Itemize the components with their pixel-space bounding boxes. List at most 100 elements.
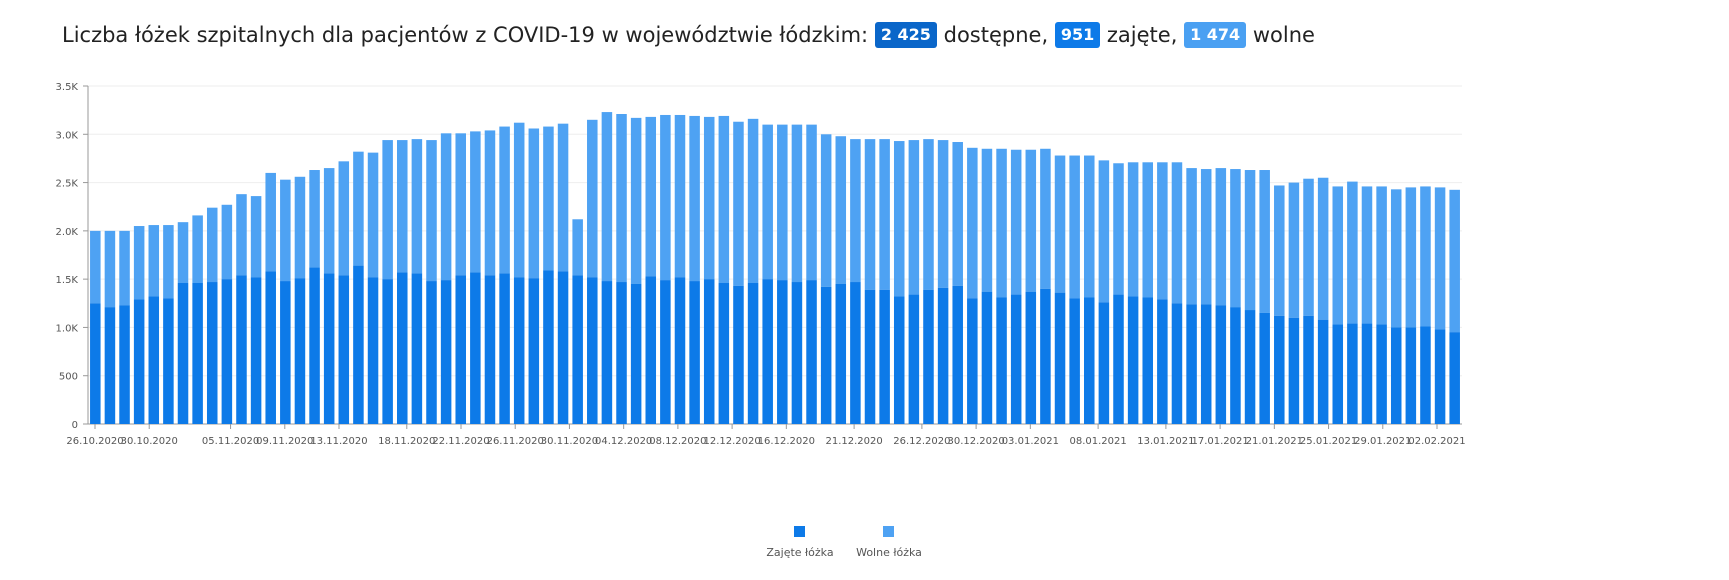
bar-occupied[interactable] bbox=[221, 279, 233, 424]
bar-occupied[interactable] bbox=[236, 275, 247, 424]
bar-free[interactable] bbox=[952, 142, 963, 286]
bar-free[interactable] bbox=[1098, 160, 1110, 303]
bar-free[interactable] bbox=[864, 139, 876, 290]
bar-occupied[interactable] bbox=[1244, 310, 1256, 424]
bar-free[interactable] bbox=[1171, 162, 1183, 304]
bar-occupied[interactable] bbox=[206, 282, 218, 424]
bar-free[interactable] bbox=[703, 116, 715, 280]
bar-occupied[interactable] bbox=[660, 280, 671, 424]
bar-occupied[interactable] bbox=[1274, 315, 1285, 424]
bar-free[interactable] bbox=[1054, 155, 1066, 293]
bar-free[interactable] bbox=[192, 215, 203, 284]
bar-free[interactable] bbox=[908, 140, 920, 295]
bar-occupied[interactable] bbox=[90, 303, 101, 424]
bar-free[interactable] bbox=[513, 122, 525, 278]
bar-occupied[interactable] bbox=[1025, 291, 1037, 424]
bar-occupied[interactable] bbox=[484, 275, 496, 424]
bar-occupied[interactable] bbox=[265, 271, 276, 424]
bar-occupied[interactable] bbox=[338, 275, 350, 424]
bar-free[interactable] bbox=[250, 196, 262, 278]
bar-occupied[interactable] bbox=[864, 289, 876, 424]
bar-free[interactable] bbox=[1157, 162, 1168, 300]
bar-occupied[interactable] bbox=[1259, 312, 1270, 424]
bar-free[interactable] bbox=[133, 226, 145, 300]
bar-occupied[interactable] bbox=[952, 285, 963, 424]
bar-free[interactable] bbox=[718, 115, 730, 284]
bar-occupied[interactable] bbox=[747, 283, 759, 424]
bar-free[interactable] bbox=[1274, 185, 1285, 316]
bar-occupied[interactable] bbox=[133, 299, 145, 424]
legend-swatch-free[interactable] bbox=[883, 526, 894, 537]
bar-free[interactable] bbox=[937, 140, 949, 288]
bar-free[interactable] bbox=[1010, 149, 1022, 295]
bar-free[interactable] bbox=[557, 123, 569, 272]
bar-free[interactable] bbox=[967, 147, 978, 299]
bar-occupied[interactable] bbox=[777, 280, 788, 424]
bar-free[interactable] bbox=[309, 170, 320, 268]
legend-label-occupied[interactable]: Zajęte łóżka bbox=[766, 546, 833, 559]
bar-occupied[interactable] bbox=[148, 296, 160, 424]
bar-occupied[interactable] bbox=[587, 277, 598, 424]
bar-free[interactable] bbox=[411, 139, 423, 274]
bar-occupied[interactable] bbox=[1157, 299, 1168, 424]
bar-occupied[interactable] bbox=[440, 280, 452, 424]
bar-occupied[interactable] bbox=[528, 278, 540, 424]
bar-free[interactable] bbox=[280, 179, 291, 282]
bar-free[interactable] bbox=[630, 117, 642, 284]
bar-free[interactable] bbox=[674, 114, 686, 278]
bar-free[interactable] bbox=[1186, 168, 1197, 305]
bar-occupied[interactable] bbox=[1303, 315, 1314, 424]
bar-occupied[interactable] bbox=[1449, 332, 1460, 424]
bar-free[interactable] bbox=[455, 133, 466, 276]
bar-occupied[interactable] bbox=[1084, 297, 1095, 424]
bar-occupied[interactable] bbox=[908, 294, 920, 424]
bar-occupied[interactable] bbox=[806, 280, 817, 424]
bar-occupied[interactable] bbox=[1332, 324, 1344, 424]
bar-occupied[interactable] bbox=[294, 278, 306, 424]
bar-free[interactable] bbox=[1084, 155, 1095, 298]
bar-free[interactable] bbox=[1288, 182, 1300, 318]
bar-free[interactable] bbox=[265, 172, 276, 272]
bar-free[interactable] bbox=[1200, 169, 1212, 305]
bar-occupied[interactable] bbox=[923, 289, 934, 424]
bar-free[interactable] bbox=[236, 194, 247, 276]
bar-occupied[interactable] bbox=[1010, 294, 1022, 424]
bar-free[interactable] bbox=[119, 230, 130, 306]
bar-occupied[interactable] bbox=[1361, 323, 1373, 424]
bar-occupied[interactable] bbox=[601, 281, 613, 424]
bar-occupied[interactable] bbox=[791, 282, 803, 424]
bar-occupied[interactable] bbox=[513, 277, 525, 424]
bar-free[interactable] bbox=[820, 134, 832, 287]
bar-free[interactable] bbox=[616, 114, 627, 283]
bar-occupied[interactable] bbox=[1069, 298, 1080, 424]
bar-occupied[interactable] bbox=[703, 279, 715, 424]
bar-free[interactable] bbox=[163, 225, 174, 299]
bar-free[interactable] bbox=[440, 133, 452, 281]
bar-free[interactable] bbox=[1215, 168, 1227, 306]
bar-free[interactable] bbox=[733, 121, 744, 286]
legend-swatch-occupied[interactable] bbox=[794, 526, 805, 537]
bar-occupied[interactable] bbox=[455, 275, 466, 424]
bar-free[interactable] bbox=[1025, 149, 1037, 292]
bar-free[interactable] bbox=[1127, 162, 1139, 297]
bar-free[interactable] bbox=[382, 140, 393, 280]
bar-free[interactable] bbox=[470, 131, 481, 273]
bar-free[interactable] bbox=[353, 151, 364, 266]
bar-occupied[interactable] bbox=[499, 273, 510, 424]
bar-free[interactable] bbox=[1420, 186, 1431, 327]
bar-free[interactable] bbox=[923, 139, 934, 290]
bar-free[interactable] bbox=[660, 114, 671, 281]
bar-occupied[interactable] bbox=[937, 287, 949, 424]
bar-free[interactable] bbox=[1347, 181, 1358, 324]
bar-occupied[interactable] bbox=[177, 283, 189, 424]
bar-occupied[interactable] bbox=[1215, 305, 1227, 424]
bar-occupied[interactable] bbox=[1142, 297, 1153, 424]
bar-occupied[interactable] bbox=[674, 277, 686, 424]
bar-occupied[interactable] bbox=[1288, 317, 1300, 424]
bar-free[interactable] bbox=[543, 126, 554, 271]
bar-occupied[interactable] bbox=[163, 298, 174, 424]
bar-free[interactable] bbox=[747, 118, 759, 284]
bar-free[interactable] bbox=[1113, 163, 1124, 295]
bar-free[interactable] bbox=[1449, 189, 1460, 333]
bar-occupied[interactable] bbox=[996, 297, 1007, 424]
